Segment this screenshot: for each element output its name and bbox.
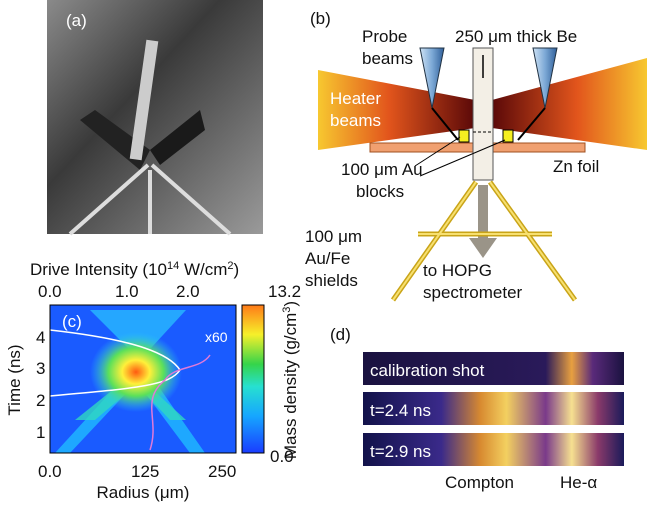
label: Probe: [362, 27, 407, 46]
label: beams: [330, 111, 381, 130]
heater-beam: [318, 70, 475, 150]
y-tick-label: 1: [36, 423, 45, 442]
x-tick-label: 0.0: [38, 462, 62, 481]
x-tick-label: 250: [208, 462, 236, 481]
annotation: x60: [205, 329, 228, 345]
panel-b: (b) Probe beams 250 μm thick Be Heater b…: [305, 9, 647, 302]
t: Drive Intensity (10: [30, 260, 167, 279]
y-tick-label: 4: [36, 328, 45, 347]
label: Au/Fe: [305, 249, 350, 268]
colorbar-tick: 13.2: [268, 282, 301, 301]
figure: (a) (b) Probe beams 250 μm thick Be Heat…: [0, 0, 647, 512]
page: (a) (b) Probe beams 250 μm thick Be Heat…: [0, 0, 647, 512]
t: 14: [167, 260, 179, 272]
label: blocks: [356, 182, 404, 201]
label: Zn foil: [553, 157, 599, 176]
panel-a: (a): [47, 0, 263, 234]
label: shields: [305, 271, 358, 290]
hot-spot: [90, 332, 182, 412]
label: 100 μm: [305, 227, 362, 246]
label: 100 μm Au: [341, 160, 423, 179]
top-tick-label: 2.0: [176, 282, 200, 301]
panel-c: Drive Intensity (1014 W/cm2) (c) x60 0.0…: [5, 260, 301, 502]
panel-label: (b): [310, 9, 331, 28]
top-axis-title: Drive Intensity (1014 W/cm2): [30, 260, 239, 279]
t: ): [234, 260, 240, 279]
label: Heater: [330, 89, 381, 108]
panel-label: (c): [62, 312, 82, 331]
top-tick-label: 1.0: [115, 282, 139, 301]
colorbar: [242, 305, 264, 453]
panel-d: (d) calibration shot t=2.4 ns t=2.9 ns C…: [330, 325, 624, 492]
label: beams: [362, 49, 413, 68]
photo: [47, 0, 263, 234]
x-tick-label: 125: [131, 462, 159, 481]
feature-label: Compton: [445, 473, 514, 492]
y-tick-label: 2: [36, 391, 45, 410]
panel-label: (d): [330, 325, 351, 344]
t: W/cm: [179, 260, 227, 279]
panel-label: (a): [66, 11, 87, 30]
heater-beam: [492, 58, 647, 150]
strip-label: t=2.9 ns: [370, 442, 431, 461]
t: ): [281, 301, 300, 307]
spectrometer-arrow: [469, 185, 497, 258]
t: Mass density (g/cm: [281, 313, 300, 459]
label: 250 μm thick Be: [455, 27, 577, 46]
y-axis-title: Time (ns): [5, 344, 24, 415]
label: to HOPG: [423, 261, 492, 280]
x-axis-title: Radius (μm): [97, 483, 190, 502]
colorbar-title: Mass density (g/cm3): [281, 301, 300, 459]
strip-label: calibration shot: [370, 361, 485, 380]
au-block: [459, 130, 469, 142]
feature-label: He-α: [560, 473, 597, 492]
strip-label: t=2.4 ns: [370, 401, 431, 420]
label: spectrometer: [423, 283, 523, 302]
y-tick-label: 3: [36, 359, 45, 378]
top-tick-label: 0.0: [38, 282, 62, 301]
